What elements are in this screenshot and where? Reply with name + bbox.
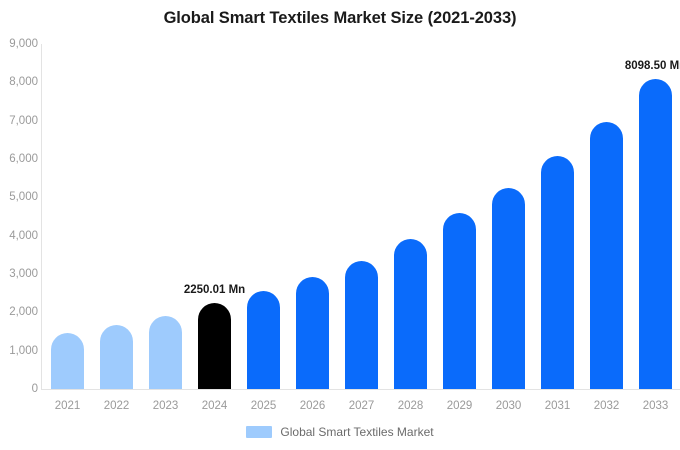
x-axis-tick-label: 2030 [495,400,522,412]
bar-group [247,44,280,389]
bar-2021[interactable] [51,332,84,389]
x-axis-tick-label: 2026 [299,400,326,412]
bar-value-label-2033: 8098.50 Mn [624,59,680,72]
y-axis-tick-label: 4,000 [9,229,38,242]
bar-value-label-2024: 2250.01 Mn [183,283,246,296]
x-axis-tick-label: 2032 [593,400,620,412]
bar-2024[interactable] [198,302,231,389]
bar-group [443,44,476,389]
bar-2033[interactable] [639,78,672,389]
bar-group [492,44,525,389]
x-axis-tick-label: 2031 [544,400,571,412]
bar-2031[interactable] [541,156,574,389]
bar-2023[interactable] [149,316,182,389]
bar-2027[interactable] [345,260,378,389]
y-axis-line [41,44,42,389]
y-axis-tick-label: 1,000 [9,344,38,357]
y-axis-tick-label: 8,000 [9,76,38,89]
bar-2032[interactable] [590,122,623,389]
y-axis: 9,000 8,000 7,000 6,000 5,000 4,000 3,000 2,000… [0,0,38,450]
bar-group [639,44,672,389]
bar-group [590,44,623,389]
y-axis-tick-label: 0 [31,383,38,395]
bar-group [198,44,231,389]
bar-group [51,44,84,389]
bar-group [394,44,427,389]
legend-label: Global Smart Textiles Market [280,425,434,439]
y-axis-tick-label: 2,000 [9,306,38,319]
bar-2029[interactable] [443,213,476,389]
y-axis-tick-label: 5,000 [9,191,38,204]
bar-2026[interactable] [296,276,329,389]
x-axis-tick-label: 2029 [446,400,473,412]
x-axis-tick-label: 2033 [642,400,669,412]
y-axis-tick-label: 9,000 [9,38,38,50]
bar-2022[interactable] [100,325,133,389]
x-axis-line [41,389,680,390]
y-axis-tick-label: 3,000 [9,268,38,280]
plot-area [41,44,680,389]
x-axis-tick-label: 2025 [250,400,277,412]
x-axis-tick-label: 2027 [348,400,375,412]
x-axis-tick-label: 2022 [103,400,130,412]
bar-2030[interactable] [492,188,525,389]
bar-group [345,44,378,389]
bar-group [541,44,574,389]
y-axis-tick-label: 7,000 [9,114,38,127]
legend-swatch [246,426,273,438]
x-axis-tick-label: 2021 [54,400,81,412]
y-axis-tick-label: 6,000 [9,153,38,165]
bar-group [296,44,329,389]
bar-group [149,44,182,389]
x-axis-tick-label: 2024 [201,400,228,412]
x-axis-tick-label: 2028 [397,400,424,412]
bar-2028[interactable] [394,238,427,389]
chart-title: Global Smart Textiles Market Size (2021-… [163,9,517,27]
bar-2025[interactable] [247,290,280,389]
bar-group [100,44,133,389]
x-axis-tick-label: 2023 [152,400,179,412]
chart-legend: Global Smart Textiles Market [0,425,680,439]
